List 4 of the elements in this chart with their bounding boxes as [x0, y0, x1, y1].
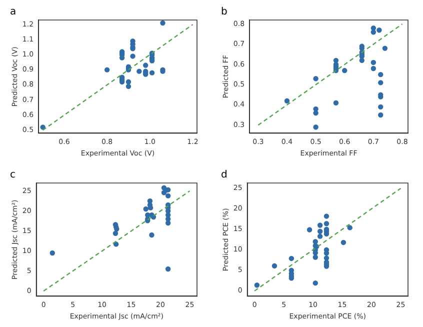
chart-title: c: [10, 170, 16, 181]
chart-title: d: [221, 170, 228, 181]
chart-title: a: [10, 6, 16, 18]
chart-title: b: [221, 6, 228, 18]
